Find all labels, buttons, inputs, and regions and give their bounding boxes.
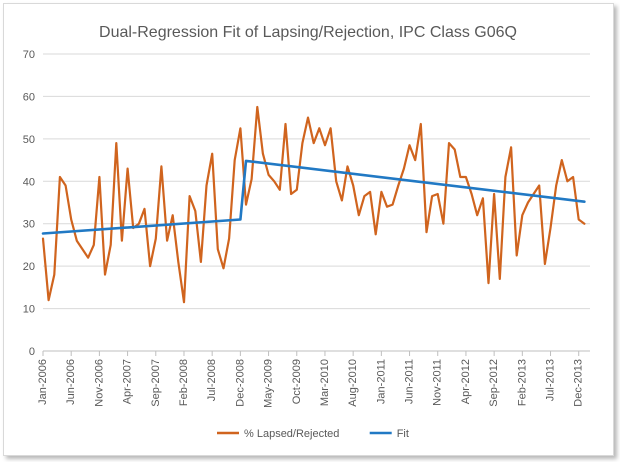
y-tick-label: 40 <box>23 176 35 188</box>
legend-label: % Lapsed/Rejected <box>244 428 339 440</box>
x-tick-label: Aug-2010 <box>347 359 359 407</box>
x-tick-label: Jul-2013 <box>545 359 557 401</box>
legend-label: Fit <box>397 428 409 440</box>
x-tick-label: Nov-2011 <box>432 359 444 406</box>
y-axis: 0 10 20 30 40 50 60 70 <box>23 49 35 358</box>
y-tick-label: 10 <box>23 304 35 316</box>
series-line-lapsed-rejected <box>41 105 586 304</box>
x-tick-label: Nov-2006 <box>93 359 105 407</box>
chart-frame: Dual-Regression Fit of Lapsing/Rejection… <box>3 3 614 456</box>
chart-title: Dual-Regression Fit of Lapsing/Rejection… <box>99 24 517 41</box>
y-tick-label: 0 <box>29 346 35 358</box>
chart-svg: Dual-Regression Fit of Lapsing/Rejection… <box>23 24 590 440</box>
y-tick-label: 30 <box>23 219 35 231</box>
x-tick-label: Sep-2007 <box>150 359 162 407</box>
x-tick-label: Dec-2008 <box>234 359 246 407</box>
x-tick-label: Feb-2008 <box>178 359 190 406</box>
x-tick-label: Jul-2008 <box>206 359 218 401</box>
x-axis: Jan-2006 Jun-2006 Nov-2006 Apr-2007 Sep-2007… <box>37 351 585 408</box>
x-tick-label: May-2009 <box>263 359 275 408</box>
series-line-fit <box>41 159 586 235</box>
x-tick-label: Apr-2007 <box>122 359 134 404</box>
x-tick-label: Jun-2006 <box>65 359 77 405</box>
x-tick-label: Jun-2011 <box>404 359 416 404</box>
plot-area <box>41 105 586 304</box>
y-tick-label: 50 <box>23 134 35 146</box>
x-tick-label: Jan-2011 <box>375 359 387 404</box>
y-tick-label: 70 <box>23 49 35 61</box>
x-tick-label: Dec-2013 <box>573 359 585 407</box>
x-tick-label: Sep-2012 <box>488 359 500 407</box>
gridlines <box>43 53 590 352</box>
y-tick-label: 60 <box>23 91 35 103</box>
x-tick-label: Oct-2009 <box>291 359 303 404</box>
x-tick-label: Apr-2012 <box>460 359 472 404</box>
x-tick-label: Feb-2013 <box>516 359 528 406</box>
y-tick-label: 20 <box>23 261 35 273</box>
x-tick-label: Jan-2006 <box>37 359 49 405</box>
legend: % Lapsed/Rejected Fit <box>217 428 409 440</box>
x-tick-label: Mar-2010 <box>319 359 331 406</box>
